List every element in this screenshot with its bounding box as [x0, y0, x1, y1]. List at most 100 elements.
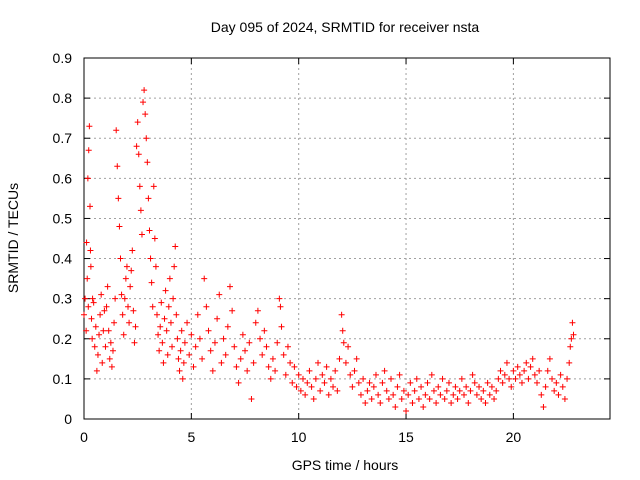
- data-point: [317, 387, 324, 394]
- data-point: [115, 195, 122, 202]
- data-point: [568, 335, 575, 342]
- data-point: [381, 367, 388, 374]
- data-point: [347, 371, 354, 378]
- data-point: [146, 227, 153, 234]
- data-point: [362, 399, 369, 406]
- data-point: [366, 379, 373, 386]
- data-point: [209, 367, 216, 374]
- data-point: [82, 295, 89, 302]
- x-tick-label: 20: [506, 429, 522, 445]
- data-point: [203, 303, 210, 310]
- data-point: [471, 379, 478, 386]
- data-point: [383, 387, 390, 394]
- y-tick-label: 0.8: [53, 90, 73, 106]
- data-point: [385, 395, 392, 402]
- x-tick-label: 5: [187, 429, 195, 445]
- data-point: [351, 367, 358, 374]
- data-point: [88, 315, 95, 322]
- data-point: [111, 319, 118, 326]
- data-point: [448, 399, 455, 406]
- data-point: [128, 267, 135, 274]
- data-point: [143, 135, 150, 142]
- data-point: [150, 183, 157, 190]
- data-point: [126, 319, 133, 326]
- y-tick-label: 0.9: [53, 50, 73, 66]
- data-point: [299, 375, 306, 382]
- data-point: [277, 303, 284, 310]
- data-point: [392, 403, 399, 410]
- data-point: [409, 399, 416, 406]
- data-point: [516, 371, 523, 378]
- data-point: [134, 119, 141, 126]
- data-point: [538, 391, 545, 398]
- data-point: [564, 375, 571, 382]
- data-point: [439, 375, 446, 382]
- data-point: [201, 275, 208, 282]
- data-points: [81, 87, 577, 414]
- data-point: [113, 127, 120, 134]
- data-point: [415, 395, 422, 402]
- data-point: [465, 399, 472, 406]
- data-point: [257, 335, 264, 342]
- data-point: [570, 331, 577, 338]
- data-point: [242, 347, 249, 354]
- data-point: [85, 147, 92, 154]
- y-tick-label: 0.5: [53, 210, 73, 226]
- data-point: [375, 391, 382, 398]
- x-axis-ticks: 0 5 10 15 20: [80, 58, 521, 445]
- data-point: [456, 387, 463, 394]
- data-point: [549, 375, 556, 382]
- data-point: [159, 339, 166, 346]
- data-point: [171, 263, 178, 270]
- data-point: [172, 243, 179, 250]
- data-point: [327, 375, 334, 382]
- data-point: [510, 367, 517, 374]
- data-point: [491, 395, 498, 402]
- data-point: [178, 327, 185, 334]
- data-point: [85, 303, 92, 310]
- data-point: [473, 391, 480, 398]
- data-point: [458, 375, 465, 382]
- data-point: [106, 355, 113, 362]
- data-point: [441, 395, 448, 402]
- data-point: [379, 379, 386, 386]
- data-point: [411, 387, 418, 394]
- data-point: [364, 387, 371, 394]
- y-tick-label: 0.1: [53, 371, 73, 387]
- data-point: [220, 335, 227, 342]
- data-point: [377, 399, 384, 406]
- data-point: [433, 399, 440, 406]
- data-point: [403, 407, 410, 414]
- data-point: [207, 347, 214, 354]
- data-point: [160, 359, 167, 366]
- data-point: [345, 343, 352, 350]
- data-point: [118, 291, 125, 298]
- x-axis-label: GPS time / hours: [292, 457, 399, 473]
- data-point: [83, 239, 90, 246]
- data-point: [250, 359, 257, 366]
- data-point: [527, 363, 534, 370]
- data-point: [368, 395, 375, 402]
- grid-lines: [84, 58, 610, 419]
- data-point: [469, 371, 476, 378]
- data-point: [162, 287, 169, 294]
- data-point: [121, 295, 128, 302]
- data-point: [229, 307, 236, 314]
- data-point: [551, 387, 558, 394]
- data-point: [135, 151, 142, 158]
- data-point: [130, 307, 137, 314]
- data-point: [145, 195, 152, 202]
- data-point: [278, 323, 285, 330]
- data-point: [100, 327, 107, 334]
- data-point: [521, 367, 528, 374]
- x-tick-label: 15: [398, 429, 414, 445]
- data-point: [87, 247, 94, 254]
- data-point: [325, 391, 332, 398]
- data-point: [246, 339, 253, 346]
- data-point: [274, 339, 281, 346]
- data-point: [338, 311, 345, 318]
- data-point: [179, 375, 186, 382]
- data-point: [117, 255, 124, 262]
- data-point: [342, 359, 349, 366]
- data-point: [540, 403, 547, 410]
